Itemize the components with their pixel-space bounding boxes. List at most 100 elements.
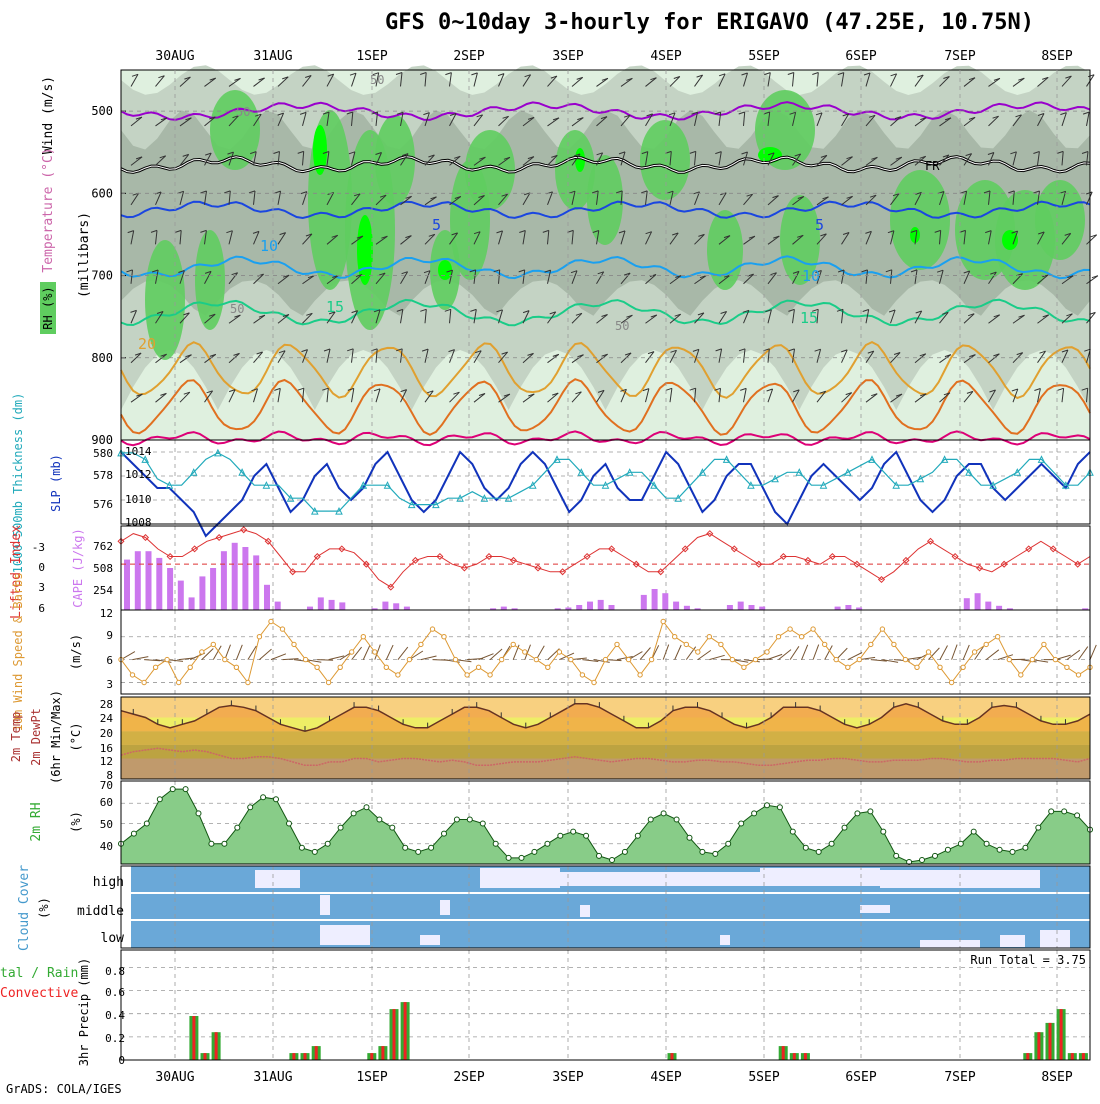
rh-marker — [170, 787, 175, 792]
cape-bar — [609, 605, 615, 610]
wind-speed-marker — [949, 680, 953, 684]
wind-speed-marker — [200, 650, 204, 654]
cape-bar — [167, 568, 173, 610]
cape-bar — [587, 602, 593, 610]
precip-convective-bar — [204, 1053, 207, 1060]
wind-speed-marker — [511, 642, 515, 646]
rh-marker — [920, 858, 925, 863]
date-label-top: 2SEP — [453, 49, 484, 64]
rh-marker — [945, 847, 950, 852]
precip-tick: 0.6 — [105, 986, 125, 999]
thickness-tick: 578 — [93, 469, 113, 482]
wind-speed-marker — [419, 642, 423, 646]
wind-speed-marker — [869, 642, 873, 646]
rh-marker — [442, 831, 447, 836]
precip-convective-bar — [671, 1053, 674, 1060]
cape-bar — [576, 605, 582, 610]
temp-tick: 12 — [100, 755, 113, 768]
rh-marker — [467, 817, 472, 822]
date-label-bottom: 7SEP — [944, 1070, 975, 1085]
wind-speed-marker — [257, 635, 261, 639]
precip-convective-bar — [292, 1053, 295, 1060]
wind-speed-marker — [846, 665, 850, 669]
surface-wind-barb — [236, 645, 242, 660]
pressure-tick: 500 — [91, 104, 113, 118]
date-label-top: 3SEP — [552, 49, 583, 64]
rh-ylabel: 2m RH — [29, 802, 44, 841]
isotherm-label: 5 — [815, 216, 824, 234]
rh-marker — [558, 833, 563, 838]
pressure-tick: 600 — [91, 186, 113, 200]
wind-speed-marker — [292, 642, 296, 646]
slp-tick: 1008 — [125, 516, 152, 529]
wind-speed-marker — [638, 673, 642, 677]
wind-speed-marker — [742, 665, 746, 669]
wind-speed-marker — [303, 657, 307, 661]
slp-tick: 1014 — [125, 445, 152, 458]
date-label-top: 30AUG — [155, 49, 194, 64]
wind-speed-marker — [280, 627, 284, 631]
wind-speed-marker — [696, 650, 700, 654]
cloud-clear — [255, 870, 280, 888]
cloud-clear — [880, 870, 1000, 888]
wind-speed-marker — [557, 650, 561, 654]
wind-speed-marker — [730, 657, 734, 661]
cloud-clear — [1000, 870, 1040, 888]
date-label-bottom: 6SEP — [845, 1070, 876, 1085]
cape-bar — [210, 568, 216, 610]
cape-tick: 762 — [93, 540, 113, 553]
cape-bar — [501, 607, 507, 610]
cloud-clear — [480, 868, 560, 888]
wind-speed-marker — [1030, 657, 1034, 661]
wind-speed-marker — [476, 665, 480, 669]
wind-speed-marker — [615, 642, 619, 646]
thickness-tick: 580 — [93, 447, 113, 460]
wind-speed-marker — [188, 665, 192, 669]
cape-bar — [985, 602, 991, 610]
rh-marker — [131, 831, 136, 836]
cape-bar — [393, 603, 399, 610]
surface-wind-barb — [940, 646, 948, 660]
wind-speed-marker — [938, 665, 942, 669]
slp-ylabel: SLP (mb) — [49, 454, 63, 512]
cape-bar — [318, 597, 324, 610]
rh-marker — [635, 833, 640, 838]
rh-blob — [1035, 180, 1085, 260]
cape-bar — [135, 551, 141, 610]
wind-speed-marker — [269, 619, 273, 623]
wind-speed-marker — [500, 657, 504, 661]
wind-speed-marker — [407, 657, 411, 661]
precip-convective-bar — [393, 1009, 396, 1060]
cape-bar — [232, 543, 238, 610]
rh-marker — [984, 841, 989, 846]
cloud-units-ylabel: (%) — [37, 897, 51, 919]
rh-marker — [868, 809, 873, 814]
precip-convective-bar — [1026, 1053, 1029, 1060]
cape-bar — [662, 593, 668, 610]
surface-wind-barb — [986, 650, 999, 660]
rh-marker — [545, 841, 550, 846]
precip-convective-bar — [215, 1032, 218, 1060]
cape-bar — [749, 605, 755, 610]
wind-speed-marker — [130, 673, 134, 677]
cape-bar — [652, 589, 658, 610]
rh-marker — [933, 853, 938, 858]
wind-speed-marker — [649, 657, 653, 661]
wind-speed-marker — [661, 619, 665, 623]
rh-marker — [519, 855, 524, 860]
wind-speed-marker — [984, 642, 988, 646]
temp-tick: 16 — [100, 742, 113, 755]
rh-marker — [1023, 845, 1028, 850]
precip-convective-ylabel: Convective — [0, 986, 78, 1001]
cloud-ylabel: Cloud Cover — [17, 865, 32, 951]
rh-marker — [222, 841, 227, 846]
precip-total-ylabel: tal / Rain — [0, 966, 78, 981]
wind-speed-marker — [673, 635, 677, 639]
lifted-index-line — [121, 530, 1090, 587]
rh-marker — [493, 841, 498, 846]
precip-convective-bar — [1082, 1053, 1085, 1060]
rh-units-ylabel: (%) — [69, 811, 83, 833]
cape-bar — [253, 555, 259, 610]
rh-marker — [196, 811, 201, 816]
precip-tick: 0.2 — [105, 1032, 125, 1045]
